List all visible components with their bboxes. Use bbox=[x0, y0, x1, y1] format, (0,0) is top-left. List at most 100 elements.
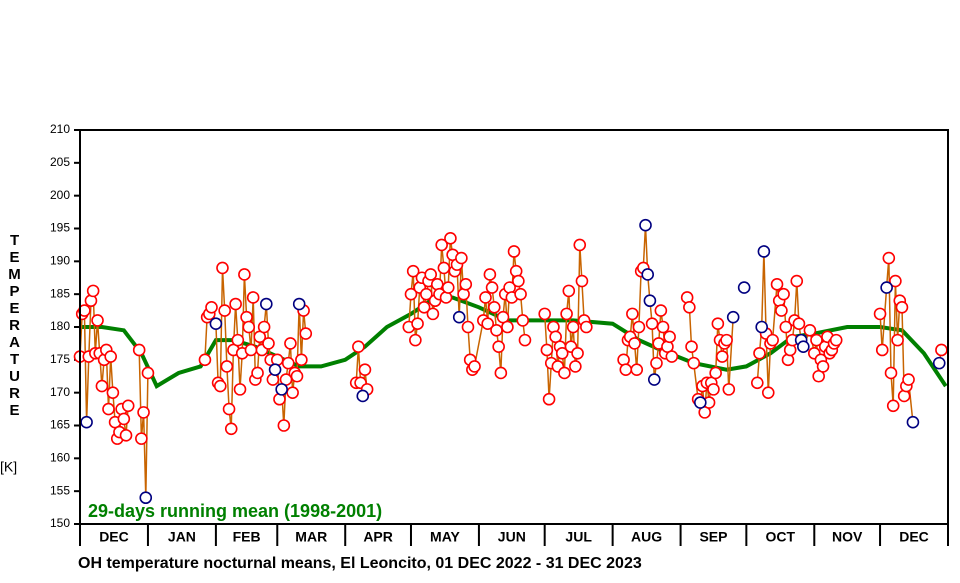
night-point bbox=[884, 366, 898, 380]
night-point bbox=[441, 281, 455, 294]
night-point bbox=[889, 274, 902, 288]
night-point bbox=[507, 245, 521, 258]
y-tick-label: 205 bbox=[50, 155, 70, 169]
night-point bbox=[790, 274, 804, 288]
night-point bbox=[757, 245, 771, 258]
night-point bbox=[86, 284, 100, 298]
night-point bbox=[761, 386, 775, 399]
night-point bbox=[141, 366, 155, 380]
night-point bbox=[91, 314, 104, 327]
night-point bbox=[78, 304, 91, 317]
chart-title: OH temperature nocturnal means, El Leonc… bbox=[78, 555, 642, 572]
night-point bbox=[779, 320, 793, 334]
night-point bbox=[639, 218, 652, 232]
night-point bbox=[755, 320, 768, 334]
night-point bbox=[687, 356, 701, 370]
night-point bbox=[468, 360, 481, 373]
night-point bbox=[461, 320, 475, 334]
x-tick-label: APR bbox=[363, 529, 393, 545]
night-point bbox=[352, 340, 365, 354]
night-point bbox=[358, 363, 372, 376]
night-point bbox=[424, 268, 438, 281]
x-tick-label: SEP bbox=[699, 529, 727, 545]
night-point bbox=[292, 297, 306, 311]
x-tick-label: OCT bbox=[766, 529, 796, 545]
y-tick-label: 160 bbox=[50, 451, 70, 465]
night-point bbox=[880, 281, 893, 294]
night-point bbox=[665, 350, 679, 363]
night-point bbox=[104, 350, 117, 363]
night-point bbox=[873, 307, 887, 321]
night-point bbox=[411, 317, 424, 331]
night-point bbox=[720, 333, 733, 347]
night-point bbox=[209, 317, 223, 331]
night-point bbox=[257, 320, 271, 334]
night-point bbox=[295, 353, 308, 367]
night-point bbox=[137, 406, 150, 419]
night-point bbox=[575, 274, 589, 288]
night-point bbox=[260, 297, 273, 311]
night-point bbox=[244, 343, 258, 357]
night-point bbox=[483, 268, 497, 281]
night-point bbox=[654, 304, 668, 317]
night-point bbox=[792, 317, 806, 331]
night-point bbox=[685, 340, 698, 354]
x-tick-label: JUN bbox=[498, 529, 526, 545]
night-point bbox=[886, 399, 900, 413]
x-tick-label: AUG bbox=[631, 529, 662, 545]
night-point bbox=[452, 310, 466, 324]
night-point bbox=[737, 281, 751, 294]
night-point bbox=[514, 287, 527, 301]
night-point bbox=[882, 251, 896, 265]
night-point bbox=[121, 399, 135, 413]
night-point bbox=[220, 360, 234, 373]
y-tick-label: 150 bbox=[50, 516, 70, 530]
y-tick-label: 165 bbox=[50, 418, 70, 432]
y-tick-label: 175 bbox=[50, 352, 70, 366]
night-point bbox=[619, 363, 633, 376]
night-point bbox=[753, 346, 766, 360]
night-point bbox=[566, 320, 580, 334]
night-point bbox=[875, 343, 889, 357]
night-point bbox=[275, 383, 288, 396]
night-point bbox=[119, 429, 133, 442]
night-point bbox=[770, 278, 784, 291]
night-point bbox=[426, 307, 440, 321]
night-point bbox=[198, 353, 212, 367]
night-point bbox=[722, 383, 736, 396]
x-tick-label: FEB bbox=[233, 529, 261, 545]
night-point bbox=[775, 304, 788, 317]
night-point bbox=[277, 419, 291, 432]
night-point bbox=[102, 402, 115, 416]
night-point bbox=[542, 392, 556, 406]
night-point bbox=[290, 369, 304, 383]
night-point bbox=[932, 356, 946, 370]
night-point bbox=[205, 300, 218, 314]
night-point bbox=[694, 396, 707, 409]
night-point bbox=[777, 287, 790, 301]
night-point bbox=[417, 300, 431, 314]
night-point bbox=[233, 383, 247, 396]
night-point bbox=[540, 343, 554, 357]
night-point bbox=[117, 412, 131, 426]
night-point bbox=[242, 320, 256, 334]
night-point bbox=[435, 238, 448, 252]
night-point bbox=[216, 261, 229, 275]
x-tick-label: DEC bbox=[99, 529, 129, 545]
y-tick-label: 180 bbox=[50, 319, 70, 333]
x-tick-label: JAN bbox=[168, 529, 196, 545]
y-tick-label: 195 bbox=[50, 221, 70, 235]
night-point bbox=[647, 373, 661, 386]
night-point bbox=[501, 320, 514, 334]
night-point bbox=[562, 284, 576, 298]
night-point bbox=[707, 383, 720, 396]
night-point bbox=[420, 287, 433, 301]
night-point bbox=[459, 278, 473, 291]
night-point bbox=[630, 363, 644, 376]
night-point bbox=[479, 291, 492, 304]
night-point bbox=[569, 360, 582, 373]
night-point bbox=[135, 432, 148, 445]
night-point bbox=[571, 346, 584, 360]
night-point bbox=[803, 323, 817, 337]
